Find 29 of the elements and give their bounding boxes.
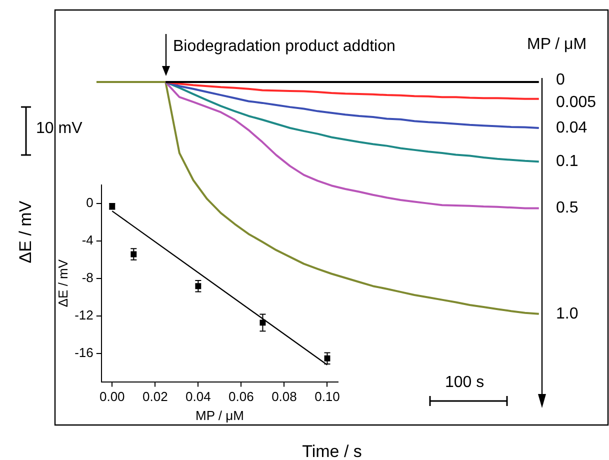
x-tick-label: 0.06 xyxy=(228,389,254,404)
point xyxy=(130,251,137,258)
legend-title: MP / μM xyxy=(527,36,587,54)
annotation: 10 mV xyxy=(36,120,82,138)
series-label: 0.005 xyxy=(556,94,596,112)
point xyxy=(195,283,202,290)
y-axis-title: ΔE / mV xyxy=(55,259,70,308)
series-label: 0.04 xyxy=(556,119,588,136)
point xyxy=(260,320,266,326)
series-label: 0.5 xyxy=(556,200,578,217)
x-axis-title: MP / μM xyxy=(195,408,244,423)
x-tick-label: 0.08 xyxy=(272,389,297,404)
x-tick-label: 0.02 xyxy=(142,389,168,404)
x-tick-label: 0.04 xyxy=(186,389,211,404)
series-label: 1.0 xyxy=(556,305,578,322)
annotation: 100 s xyxy=(445,374,484,392)
point xyxy=(324,355,330,362)
y-tick-label: -4 xyxy=(82,232,94,248)
series-label: 0.1 xyxy=(556,153,578,170)
text: Biodegradation product addtion xyxy=(173,38,396,56)
y-tick-label: -8 xyxy=(82,270,94,286)
y-tick-label: -16 xyxy=(74,345,94,360)
x-axis-title: Time / s xyxy=(302,442,362,460)
x-tick-label: 0.00 xyxy=(99,389,125,404)
y-axis-title: ΔE / mV xyxy=(16,200,36,264)
series-label: 0 xyxy=(556,71,565,88)
x-tick-label: 0.10 xyxy=(314,389,340,404)
y-tick-label: -12 xyxy=(74,308,94,323)
y-tick-label: 0 xyxy=(86,195,94,210)
